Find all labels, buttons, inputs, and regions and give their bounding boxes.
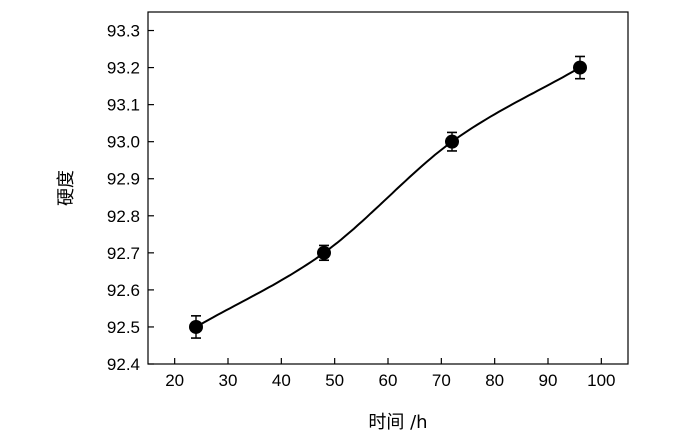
y-tick-label: 92.9	[107, 170, 140, 189]
x-tick-label: 50	[325, 371, 344, 390]
data-point	[317, 245, 331, 260]
data-point	[573, 60, 587, 75]
axis-tick-labels: 20 30 40 50 60 70 80 90 100 92.4 92.5 92.6 92.7 92.8 9…	[107, 22, 616, 390]
x-tick-label: 100	[587, 371, 615, 390]
x-tick-label: 30	[219, 371, 238, 390]
y-tick-label: 93.1	[107, 96, 140, 115]
data-point	[445, 134, 459, 149]
fit-curve	[195, 66, 581, 328]
y-tick-label: 92.8	[107, 207, 140, 226]
y-tick-label: 92.5	[107, 318, 140, 337]
y-tick-label: 93.2	[107, 59, 140, 78]
y-tick-label: 93.0	[107, 133, 140, 152]
y-tick-label: 93.3	[107, 22, 140, 41]
x-tick-label: 60	[379, 371, 398, 390]
axis-ticks	[148, 29, 602, 365]
data-point	[189, 319, 203, 334]
data-points	[189, 55, 587, 339]
x-tick-label: 20	[165, 371, 184, 390]
y-tick-label: 92.4	[107, 355, 140, 374]
y-tick-label: 92.6	[107, 281, 140, 300]
y-axis-label: 硬度	[56, 170, 77, 206]
x-tick-label: 90	[539, 371, 558, 390]
x-tick-label: 80	[485, 371, 504, 390]
y-tick-label: 92.7	[107, 244, 140, 263]
x-tick-label: 70	[432, 371, 451, 390]
x-tick-label: 40	[272, 371, 291, 390]
x-axis-label: 时间 /h	[368, 412, 427, 433]
plot-frame	[147, 11, 629, 365]
